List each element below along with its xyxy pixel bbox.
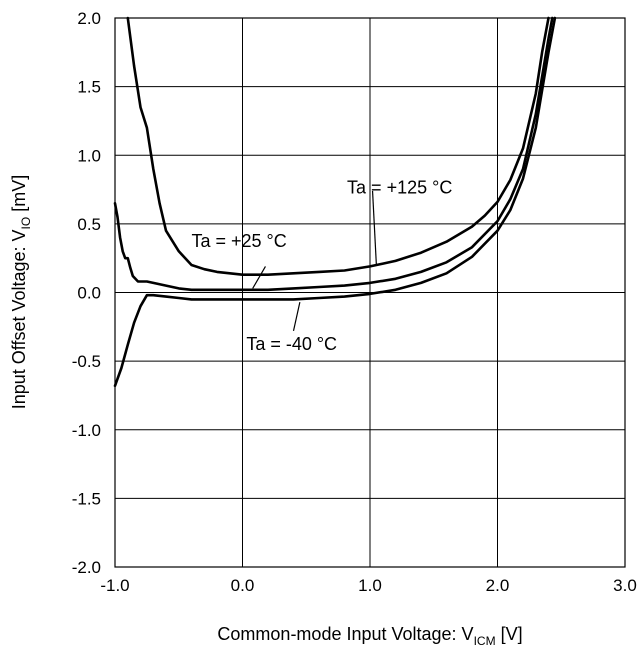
- annotation-label-125c: Ta = +125 °C: [347, 178, 452, 198]
- plot-frame: [114, 17, 626, 568]
- annotation-leader-125c: [371, 190, 377, 266]
- y-tick-label: 0.5: [77, 215, 101, 234]
- y-tick-label: 2.0: [77, 9, 101, 28]
- x-tick-label: 2.0: [486, 576, 510, 595]
- y-tick-label: -0.5: [72, 352, 101, 371]
- annotation-label-25c: Ta = +25 °C: [192, 231, 287, 251]
- series-line-25c: [113, 16, 554, 292]
- y-tick-label: 1.0: [77, 146, 101, 165]
- annotation-leader-minus40c: [292, 301, 301, 332]
- x-tick-label: 0.0: [231, 576, 255, 595]
- y-tick-label: -2.0: [72, 558, 101, 577]
- x-tick-label: -1.0: [100, 576, 129, 595]
- x-tick-labels: -1.0 0.0 1.0 2.0 3.0: [100, 576, 636, 595]
- series-line-125c: [126, 16, 550, 276]
- grid-lines: [114, 17, 626, 568]
- annotation-leaders: [252, 190, 377, 332]
- y-axis-title: Input Offset Voltage: VIO [mV]: [9, 175, 33, 409]
- series-lines: [113, 16, 557, 388]
- series-line-minus40c: [113, 16, 557, 388]
- annotation-leader-25c: [252, 266, 266, 289]
- annotations: Ta = +125 °C Ta = +25 °C Ta = -40 °C: [192, 178, 453, 354]
- x-tick-label: 3.0: [613, 576, 637, 595]
- y-tick-label: 0.0: [77, 284, 101, 303]
- y-tick-label: 1.5: [77, 78, 101, 97]
- y-tick-label: -1.0: [72, 421, 101, 440]
- annotation-label-minus40c: Ta = -40 °C: [246, 334, 337, 354]
- x-tick-label: 1.0: [358, 576, 382, 595]
- x-axis-title: Common-mode Input Voltage: VICM [V]: [217, 624, 522, 648]
- y-tick-labels: -2.0 -1.5 -1.0 -0.5 0.0 0.5 1.0 1.5 2.0: [72, 9, 101, 577]
- y-tick-label: -1.5: [72, 489, 101, 508]
